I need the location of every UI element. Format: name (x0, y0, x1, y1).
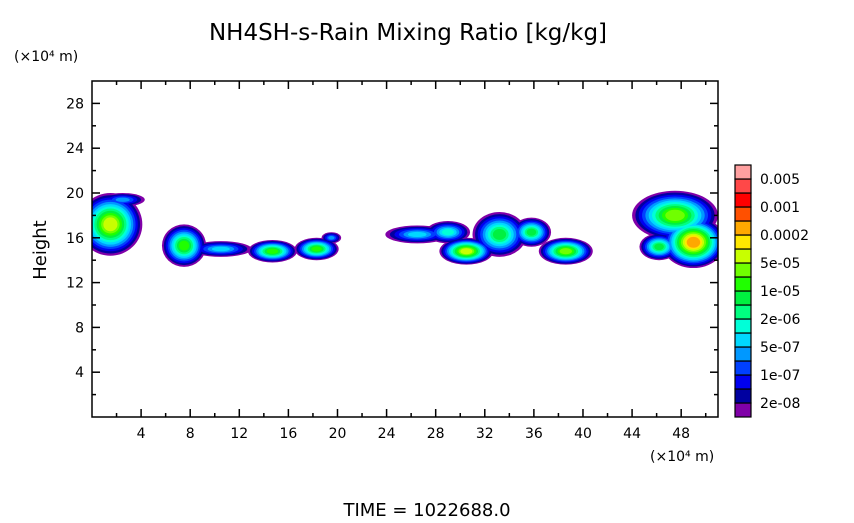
y-unit-label: (×10⁴ m) (14, 49, 78, 65)
x-tick-label: 8 (186, 426, 195, 442)
colorbar-swatch (734, 346, 752, 362)
x-tick-label: 36 (525, 426, 543, 442)
x-tick-label: 12 (230, 426, 248, 442)
colorbar-swatch (734, 178, 752, 194)
field-region-14-level-13 (686, 236, 701, 248)
data-field (92, 190, 718, 269)
colorbar-swatch (734, 276, 752, 292)
x-tick-label: 4 (137, 426, 146, 442)
field-region-15-level-8 (654, 243, 664, 251)
field-region-8-level-11 (460, 248, 473, 255)
time-annotation: TIME = 1022688.0 (342, 500, 510, 519)
colorbar-label: 2e-06 (760, 312, 800, 328)
y-tick-label: 28 (66, 96, 84, 112)
field-region-6-level-4 (328, 236, 335, 240)
colorbar-swatch (734, 402, 752, 418)
colorbar-swatch (734, 192, 752, 208)
colorbar-swatch (734, 360, 752, 376)
y-tick-label: 12 (66, 276, 84, 292)
field-region-12-level-6 (441, 229, 454, 236)
field-region-11-level-10 (559, 248, 572, 255)
colorbar-swatch (734, 234, 752, 250)
y-tick-label: 16 (66, 231, 84, 247)
plot-frame (91, 80, 719, 418)
colorbar-swatch (734, 290, 752, 306)
x-tick-label: 40 (574, 426, 592, 442)
x-tick-label: 44 (623, 426, 641, 442)
x-tick-label: 24 (378, 426, 396, 442)
field-region-3-level-5 (211, 246, 230, 252)
colorbar-label: 1e-07 (760, 368, 800, 384)
field-region-13-level-10 (665, 209, 685, 221)
field-region-7-level-5 (407, 231, 427, 238)
colorbar-label: 5e-07 (760, 340, 800, 356)
field-region-9-level-8 (492, 228, 507, 240)
colorbar-swatch (734, 206, 752, 222)
x-tick-label: 48 (672, 426, 690, 442)
y-tick-label: 24 (66, 141, 84, 157)
colorbar-swatch (734, 248, 752, 264)
y-tick-label: 8 (75, 320, 84, 336)
field-region-5-level-9 (311, 246, 322, 252)
x-unit-label: (×10⁴ m) (650, 449, 714, 465)
colorbar-label: 0.001 (760, 200, 800, 216)
field-region-0-level-11 (103, 217, 118, 232)
field-region-1-level-4 (115, 197, 130, 202)
colorbar-swatch (734, 164, 752, 180)
field-region-2-level-9 (178, 240, 190, 251)
y-axis-label: Height (30, 220, 51, 280)
colorbar-swatch (734, 262, 752, 278)
colorbar-swatch (734, 332, 752, 348)
x-tick-label: 20 (329, 426, 347, 442)
colorbar-swatch (734, 318, 752, 334)
colorbar-label: 0.005 (760, 172, 800, 188)
colorbar-label: 2e-08 (760, 396, 800, 412)
field-region-10-level-8 (526, 228, 537, 236)
x-tick-label: 16 (279, 426, 297, 442)
colorbar: 2e-08 1e-07 5e-07 2e-06 1e-05 5e-05 0.0002 0.00… (734, 164, 809, 418)
colorbar-label: 5e-05 (760, 256, 800, 272)
colorbar-swatch (734, 388, 752, 404)
colorbar-label: 0.0002 (760, 228, 809, 244)
colorbar-label: 1e-05 (760, 284, 800, 300)
colorbar-swatch (734, 304, 752, 320)
chart-title: NH4SH-s-Rain Mixing Ratio [kg/kg] (209, 20, 607, 46)
colorbar-swatch (734, 220, 752, 236)
x-tick-label: 32 (476, 426, 494, 442)
colorbar-swatch (734, 374, 752, 390)
y-tick-label: 20 (66, 186, 84, 202)
y-tick-label: 4 (75, 365, 84, 381)
x-tick-label: 28 (427, 426, 445, 442)
field-region-4-level-9 (266, 248, 279, 254)
